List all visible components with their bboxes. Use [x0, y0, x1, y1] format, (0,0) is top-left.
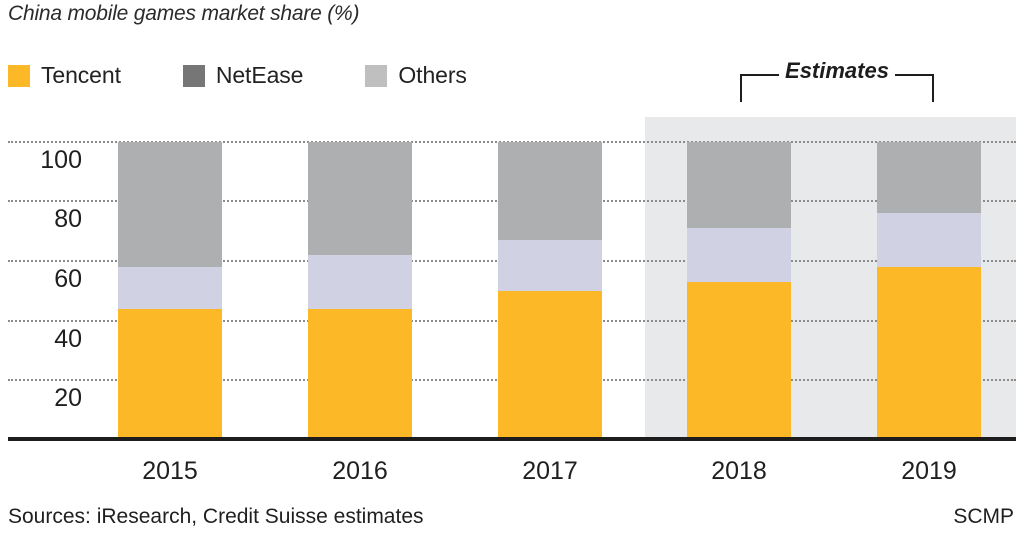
bar-segment-tencent-2017[interactable]	[498, 290, 602, 440]
x-axis-label-2016: 2016	[332, 457, 388, 485]
legend-label-others: Others	[398, 62, 467, 88]
bar-segment-others-2017[interactable]	[498, 240, 602, 291]
page-title: China mobile games market share (%)	[8, 2, 360, 25]
x-axis-label-2018: 2018	[711, 457, 767, 485]
bar-segment-tencent-2018[interactable]	[687, 281, 791, 440]
estimates-label: Estimates	[779, 58, 895, 84]
bar-segment-tencent-2019[interactable]	[877, 267, 981, 440]
square-swatch-icon	[365, 64, 388, 87]
y-axis-tick-label: 20	[54, 384, 82, 413]
x-axis-label-2015: 2015	[142, 457, 198, 485]
bar-2017[interactable]	[498, 118, 602, 440]
x-axis-line	[8, 437, 1016, 441]
y-axis-tick-label: 100	[40, 145, 82, 174]
square-swatch-icon	[8, 64, 30, 87]
legend-item-netease[interactable]: NetEase	[182, 62, 304, 89]
legend-label-tencent: Tencent	[41, 62, 121, 88]
bar-segment-netease-2018[interactable]	[687, 141, 791, 229]
bar-segment-tencent-2016[interactable]	[308, 308, 412, 440]
legend-item-others[interactable]: Others	[365, 62, 467, 89]
x-axis-label-2017: 2017	[522, 457, 578, 485]
y-axis-tick-label: 80	[54, 205, 82, 234]
bar-segment-netease-2016[interactable]	[308, 141, 412, 256]
legend-item-tencent[interactable]: Tencent	[8, 62, 121, 89]
bar-segment-others-2019[interactable]	[877, 213, 981, 268]
footer-sources: Sources: iResearch, Credit Suisse estima…	[8, 505, 424, 528]
plot-area: 20 40 60 80 100	[0, 117, 1024, 440]
bar-segment-netease-2017[interactable]	[498, 141, 602, 241]
bar-2018[interactable]	[687, 118, 791, 440]
bar-segment-tencent-2015[interactable]	[118, 308, 222, 440]
chart-legend: Tencent NetEase Others	[8, 62, 529, 89]
y-axis-tick-label: 60	[54, 265, 82, 294]
bar-segment-others-2016[interactable]	[308, 255, 412, 309]
bar-2015[interactable]	[118, 118, 222, 440]
x-axis-label-2019: 2019	[901, 457, 957, 485]
bar-segment-netease-2019[interactable]	[877, 141, 981, 214]
bar-segment-others-2018[interactable]	[687, 228, 791, 282]
bar-2016[interactable]	[308, 118, 412, 440]
bar-2019[interactable]	[877, 118, 981, 440]
bar-segment-netease-2015[interactable]	[118, 141, 222, 268]
footer-credit: SCMP	[953, 505, 1014, 528]
y-axis-tick-label: 40	[54, 324, 82, 353]
bar-segment-others-2015[interactable]	[118, 267, 222, 309]
legend-label-netease: NetEase	[215, 62, 304, 88]
square-swatch-icon	[182, 64, 205, 87]
